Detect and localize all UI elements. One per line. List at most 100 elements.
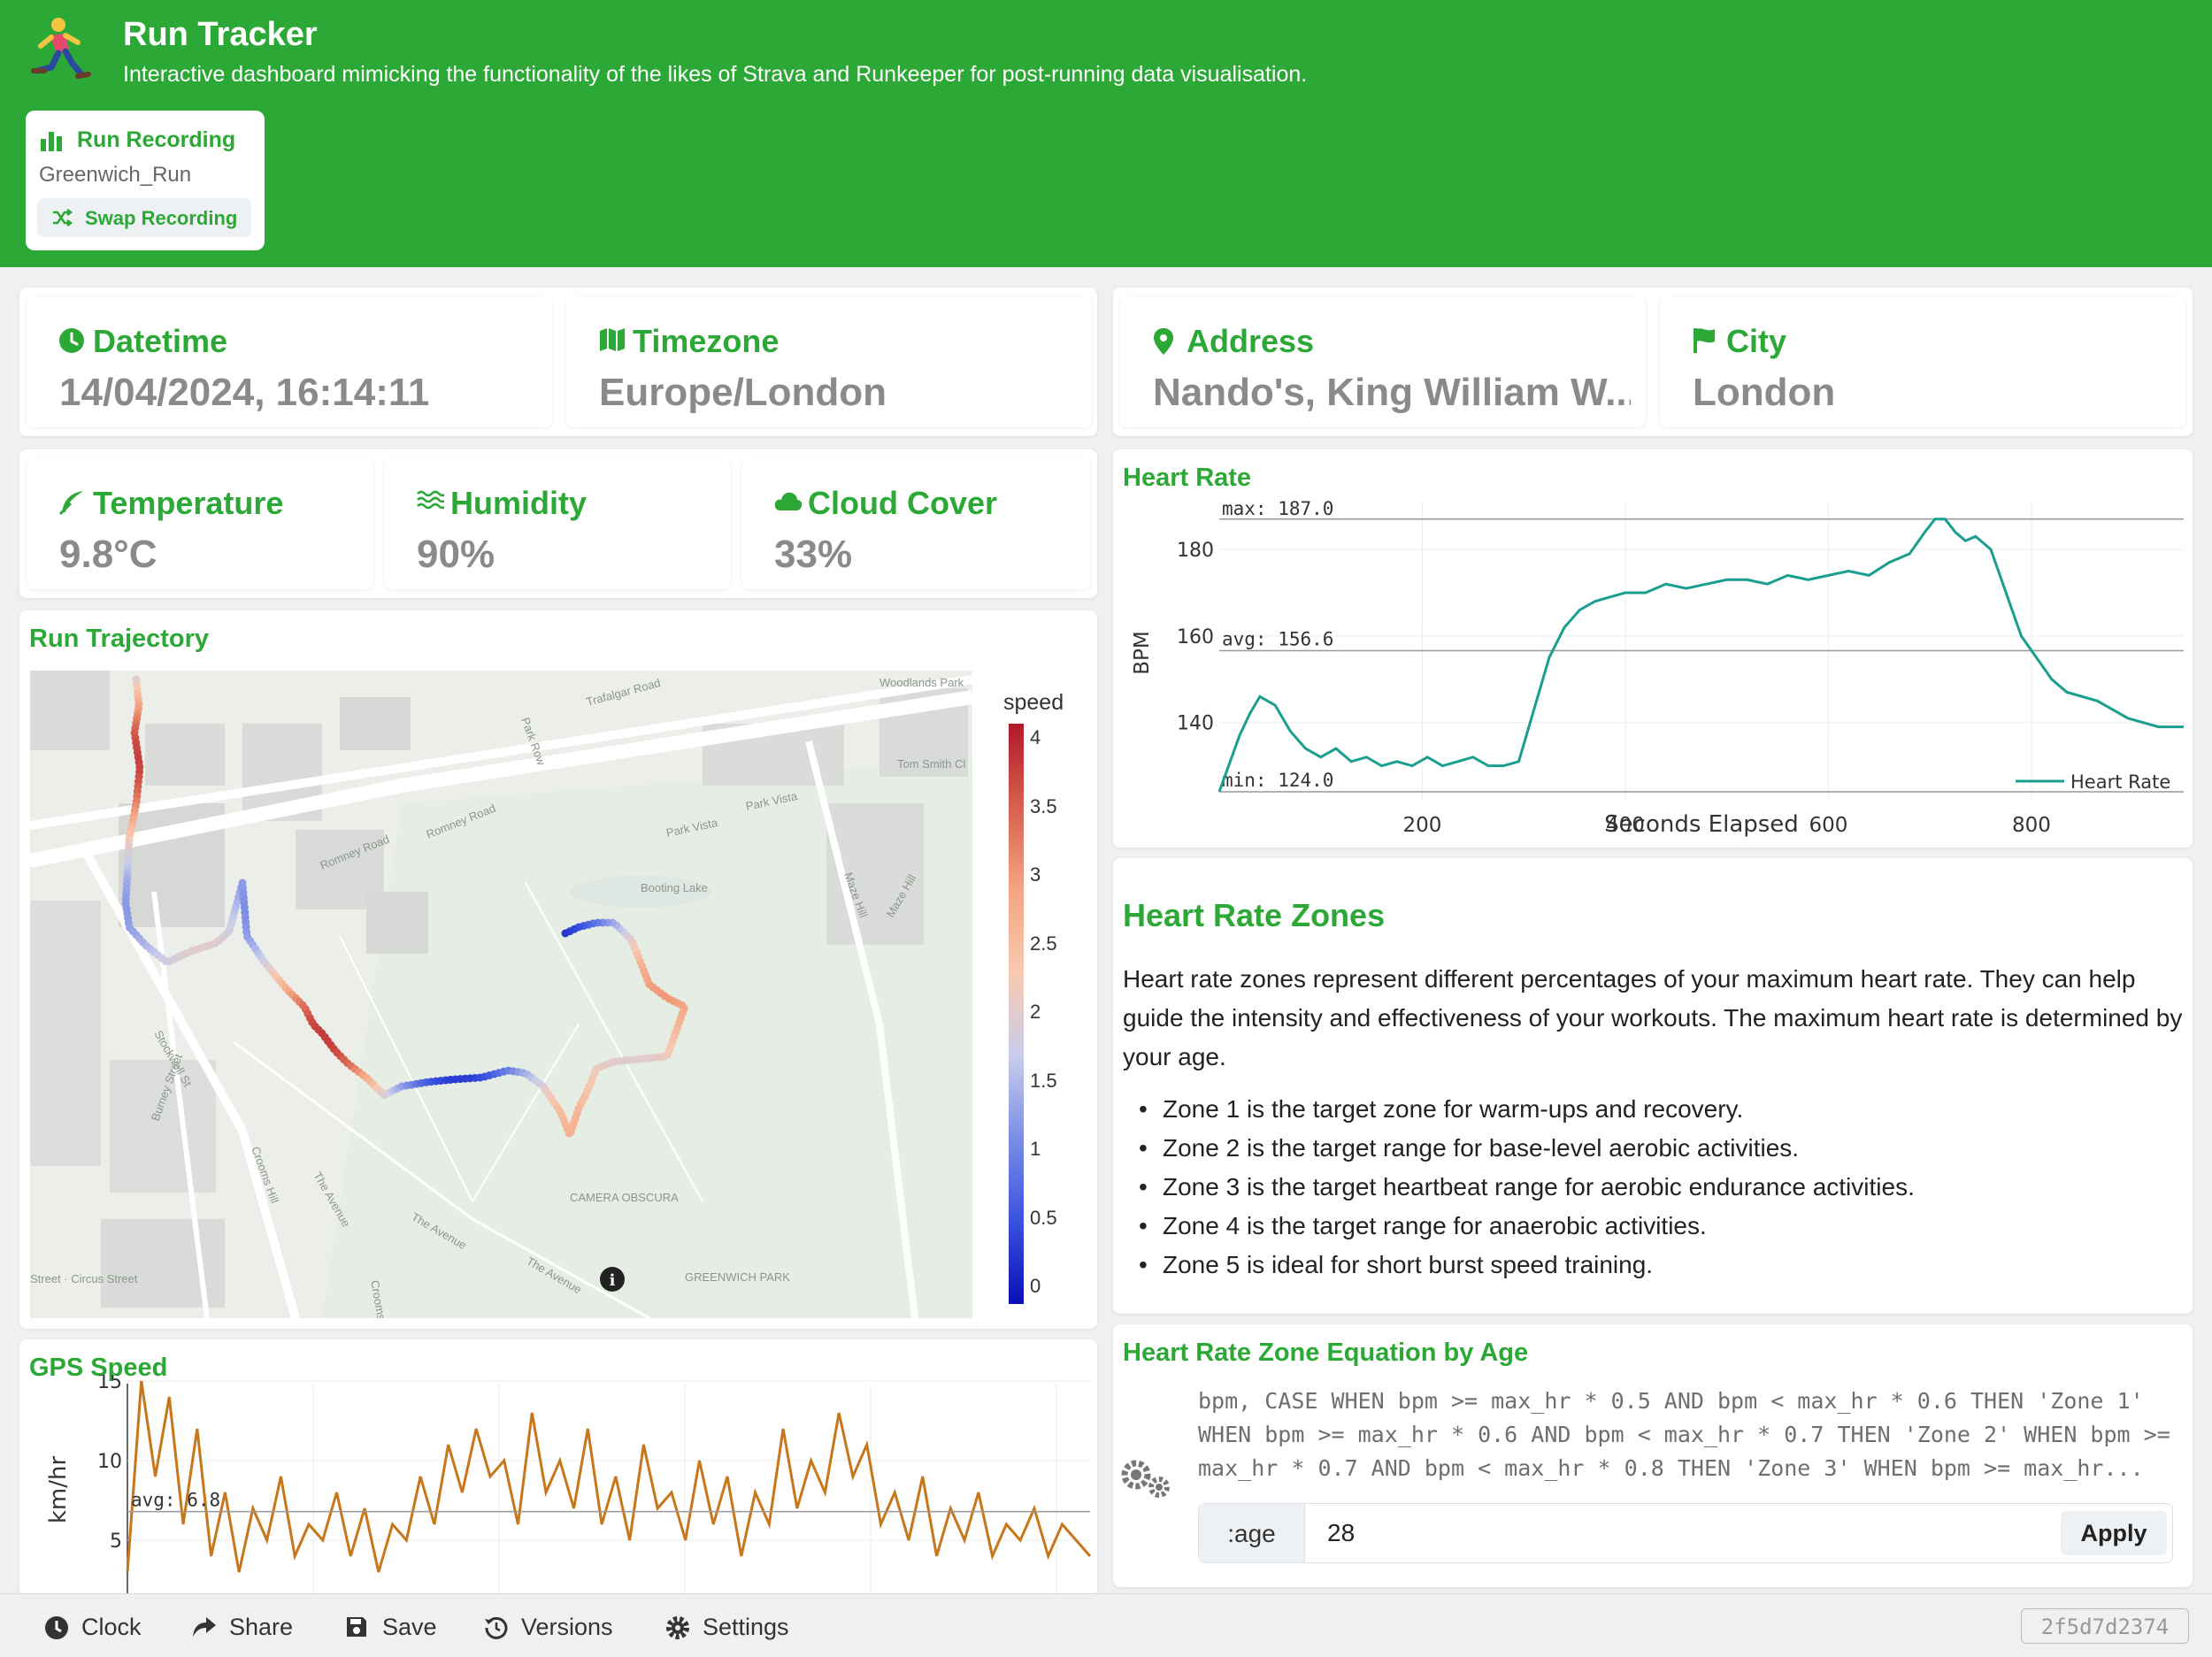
weather-panel: Temperature 9.8°C Humidity 90% Cloud Cov… (19, 449, 1097, 598)
colorbar-tick: 1.5 (1030, 1069, 1057, 1092)
equation-sql: bpm, CASE WHEN bpm >= max_hr * 0.5 AND b… (1198, 1388, 2170, 1481)
colorbar-tick: 0 (1030, 1275, 1041, 1297)
hr-x-tick: 200 (1403, 814, 1442, 837)
feather-icon (58, 491, 83, 516)
zones-title: Heart Rate Zones (1123, 897, 1386, 933)
gps-y-axis-label: km/hr (45, 1456, 72, 1524)
trajectory-map[interactable]: i Trafalgar Road Romney Road Romney Road Pa… (30, 671, 972, 1318)
hr-legend-label: Heart Rate (2070, 771, 2170, 793)
map-label: Woodlands Park (879, 676, 964, 689)
colorbar-tick: 0.5 (1030, 1206, 1057, 1229)
svg-text:i: i (610, 1271, 616, 1290)
colorbar-tick: 1 (1030, 1138, 1041, 1160)
zones-intro: Heart rate zones represent different per… (1123, 965, 2183, 1070)
versions-button[interactable]: Versions (484, 1614, 613, 1641)
timezone-card: Timezone Europe/London (566, 296, 1092, 427)
map-label: GREENWICH PARK (685, 1270, 790, 1284)
share-label: Share (229, 1614, 294, 1640)
gps-avg-label: avg: 6.8 (131, 1490, 220, 1511)
app-subtitle: Interactive dashboard mimicking the func… (123, 62, 1308, 87)
datetime-timezone-panel: Datetime 14/04/2024, 16:14:11 Timezone E… (19, 288, 1097, 436)
app-header: Run Tracker Interactive dashboard mimick… (0, 0, 2212, 267)
hr-y-tick: 180 (1177, 540, 1214, 562)
zones-list: Zone 1 is the target zone for warm-ups a… (1123, 1090, 1915, 1285)
gps-speed-panel: GPS Speed 5 10 15 avg: 6.8 km/hr (19, 1339, 1097, 1596)
map-icon (600, 328, 625, 351)
equation-title: Heart Rate Zone Equation by Age (1123, 1339, 1529, 1367)
humidity-label: Humidity (450, 485, 588, 521)
version-hash: 2f5d7d2374 (2021, 1608, 2189, 1644)
hr-max-label: max: 187.0 (1222, 498, 1333, 519)
colorbar-tick: 4 (1030, 726, 1041, 748)
cloud-cover-card: Cloud Cover 33% (741, 458, 1090, 589)
zone-item: Zone 2 is the target range for base-leve… (1123, 1129, 1915, 1168)
address-value: Nando's, King William W... (1153, 371, 1631, 414)
zone-item: Zone 5 is ideal for short burst speed tr… (1123, 1246, 1915, 1285)
colorbar-tick: 3 (1030, 863, 1041, 886)
app-title: Run Tracker (123, 16, 318, 53)
flag-icon (1694, 328, 1715, 353)
map-label: Booting Lake (641, 881, 708, 894)
swap-recording-button[interactable]: Swap Recording (37, 198, 251, 237)
gears-icon (1121, 1460, 1170, 1498)
hr-x-tick: 800 (2012, 814, 2051, 837)
address-city-panel: Address Nando's, King William W... City … (1113, 288, 2193, 436)
save-button[interactable]: Save (345, 1614, 437, 1641)
temperature-value: 9.8°C (59, 533, 157, 576)
gps-y-tick: 10 (97, 1451, 122, 1473)
versions-label: Versions (521, 1614, 613, 1640)
cloud-icon (774, 492, 803, 510)
zone-equation-panel: Heart Rate Zone Equation by Age bpm, CAS… (1113, 1324, 2193, 1587)
city-value: London (1693, 371, 1836, 414)
hr-series-line (1217, 518, 2184, 793)
runner-logo-icon (31, 18, 91, 79)
colorbar-tick: 2.5 (1030, 932, 1057, 955)
heart-rate-chart[interactable]: 200 400 600 800 140 160 180 max: 187.0 avg: 156.… (1113, 489, 2193, 843)
age-input[interactable] (1305, 1504, 2066, 1562)
apply-button[interactable]: Apply (2061, 1511, 2167, 1555)
run-recording-card: Run Recording Greenwich_Run Swap Recordi… (26, 111, 265, 250)
clock-label: Clock (81, 1614, 142, 1640)
hr-y-axis-label: BPM (1131, 631, 1154, 675)
footer-toolbar: Clock Share Save Versions Settings 2f5d7… (0, 1593, 2212, 1657)
gps-y-tick: 5 (110, 1530, 122, 1553)
cloud-cover-label: Cloud Cover (808, 485, 998, 521)
timezone-label: Timezone (633, 323, 780, 359)
bar-chart-icon (41, 132, 62, 151)
settings-label: Settings (703, 1614, 789, 1640)
share-icon (193, 1617, 216, 1637)
hr-x-tick: 400 (1606, 814, 1645, 837)
share-button[interactable]: Share (192, 1614, 293, 1641)
zone-item: Zone 4 is the target range for anaerobic… (1123, 1207, 1915, 1246)
run-trajectory-panel: Run Trajectory (19, 610, 1097, 1329)
colorbar-title: speed (1003, 690, 1064, 715)
map-label: Street · Circus Street (30, 1272, 138, 1285)
clock-icon (45, 1616, 68, 1639)
zone-item: Zone 1 is the target zone for warm-ups a… (1123, 1090, 1915, 1129)
zone-item: Zone 3 is the target heartbeat range for… (1123, 1168, 1915, 1207)
run-recording-title: Run Recording (77, 127, 236, 152)
hr-x-axis-label: Seconds Elapsed (1604, 811, 1799, 838)
gps-speed-chart[interactable]: 5 10 15 avg: 6.8 km/hr (19, 1375, 1097, 1596)
history-icon (485, 1616, 508, 1639)
age-input-group: :age Apply (1198, 1503, 2173, 1563)
hr-x-tick: 600 (1809, 814, 1847, 837)
humidity-card: Humidity 90% (384, 458, 731, 589)
save-icon (347, 1617, 366, 1637)
hr-min-label: min: 124.0 (1222, 770, 1333, 791)
gps-y-tick: 15 (97, 1375, 122, 1393)
hr-y-tick: 160 (1177, 626, 1214, 648)
water-waves-icon (417, 490, 444, 510)
shuffle-icon (53, 209, 73, 226)
address-card: Address Nando's, King William W... (1120, 296, 1646, 427)
recording-name: Greenwich_Run (39, 163, 192, 187)
clock-button[interactable]: Clock (44, 1614, 142, 1641)
datetime-card: Datetime 14/04/2024, 16:14:11 (27, 296, 552, 427)
heart-rate-zones-panel: Heart Rate Zones Heart rate zones repres… (1113, 858, 2193, 1314)
address-label: Address (1187, 323, 1315, 359)
city-card: City London (1660, 296, 2185, 427)
colorbar-tick: 2 (1030, 1001, 1041, 1023)
map-label: Tom Smith Cl (897, 757, 965, 771)
settings-button[interactable]: Settings (665, 1614, 789, 1641)
